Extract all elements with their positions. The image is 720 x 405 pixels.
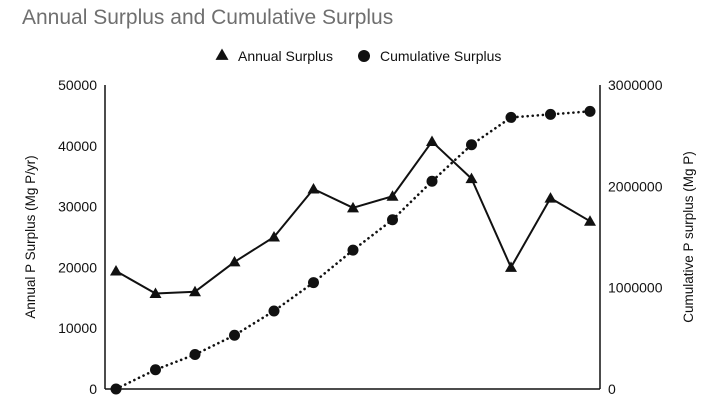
y-left-tick-label: 10000: [58, 320, 97, 336]
cumulative-surplus-point: [229, 329, 240, 341]
legend: Annual Surplus Cumulative Surplus: [215, 48, 501, 64]
annual-surplus-point: [110, 265, 122, 276]
y-right-tick-label: 2000000: [608, 178, 663, 194]
series-line-annual: [115, 140, 591, 295]
annual-surplus-point: [426, 135, 438, 147]
annual-surplus-point: [386, 190, 399, 201]
y-right-axis-title: Cumulative P surplus (Mg P): [681, 151, 696, 323]
axes: 0 10000 20000 30000 40000 50000 0 1000000 200000…: [23, 77, 696, 397]
cumulative-surplus-point: [150, 364, 161, 376]
y-left-tick-label: 30000: [58, 199, 97, 215]
annual-surplus-point: [228, 255, 241, 267]
cumulative-surplus-point: [584, 105, 596, 117]
annual-surplus-point: [149, 287, 162, 299]
cumulative-surplus-point: [110, 383, 122, 395]
y-right-tick-label: 3000000: [608, 77, 663, 93]
cumulative-surplus-point: [308, 277, 319, 289]
y-right-tick-label: 1000000: [608, 280, 663, 296]
cumulative-surplus-point: [505, 111, 517, 123]
annual-surplus-point: [307, 182, 320, 194]
y-left-axis-title: Annual P Surplus (Mg P/yr): [23, 155, 38, 318]
cumulative-surplus-point: [347, 244, 359, 256]
y-left-tick-label: 50000: [58, 77, 97, 93]
series-layer: [110, 105, 596, 395]
annual-surplus-point: [584, 215, 596, 226]
cumulative-surplus-point: [426, 175, 438, 187]
legend-circle-icon: [358, 50, 370, 62]
cumulative-surplus-point: [268, 305, 280, 317]
y-left-tick-label: 0: [89, 381, 97, 397]
legend-label: Cumulative Surplus: [380, 48, 501, 64]
legend-triangle-icon: [215, 48, 229, 60]
y-right-tick-label: 0: [608, 381, 616, 397]
y-left-tick-label: 40000: [58, 138, 97, 154]
legend-label: Annual Surplus: [238, 48, 333, 64]
annual-surplus-point: [544, 192, 557, 203]
cumulative-surplus-point: [545, 108, 556, 120]
cumulative-surplus-point: [189, 349, 201, 361]
annual-surplus-point: [189, 285, 201, 297]
annual-surplus-point: [268, 231, 280, 242]
annual-surplus-point: [347, 201, 359, 213]
y-left-tick-label: 20000: [58, 259, 97, 275]
chart-title: Annual Surplus and Cumulative Surplus: [22, 6, 394, 29]
cumulative-surplus-point: [387, 214, 398, 226]
annual-surplus-point: [465, 172, 478, 184]
cumulative-surplus-point: [466, 139, 477, 151]
annual-surplus-point: [505, 261, 517, 272]
